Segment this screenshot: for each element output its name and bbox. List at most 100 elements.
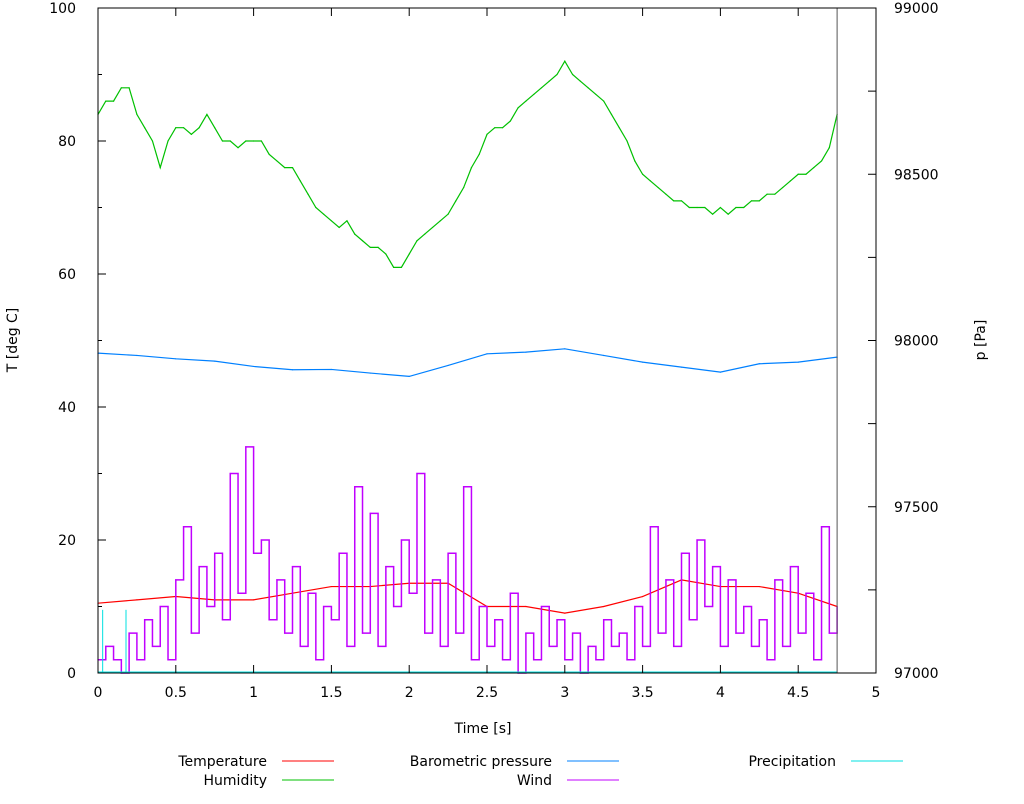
- series-wind-point: [175, 579, 177, 581]
- series-humidity-point: [470, 167, 473, 169]
- series-humidity-point: [758, 200, 760, 202]
- series-wind-point: [564, 659, 566, 661]
- series-humidity-point: [229, 140, 231, 142]
- y-tick-label: 40: [58, 400, 76, 416]
- series-barometric-pressure-point: [369, 372, 371, 374]
- series-barometric-pressure-point: [564, 348, 566, 350]
- series-wind-point: [680, 552, 683, 554]
- series-humidity: [97, 60, 838, 268]
- series-wind-point: [533, 659, 535, 661]
- series-humidity-point: [120, 87, 122, 89]
- series-wind-point: [727, 579, 729, 581]
- series-wind-point: [128, 632, 130, 634]
- series-wind-point: [307, 592, 309, 594]
- series-humidity-point: [431, 226, 434, 229]
- series-humidity-point: [167, 140, 169, 142]
- series-humidity-point: [820, 160, 823, 162]
- series-humidity-point: [455, 200, 457, 202]
- series-humidity-point: [307, 193, 309, 195]
- series-humidity-point: [276, 160, 278, 162]
- series-wind-point: [221, 619, 224, 621]
- legend: Temperature Humidity Barometric pressure Wi…: [177, 754, 903, 789]
- series-wind-point: [556, 619, 558, 621]
- series-humidity-point: [354, 233, 356, 235]
- series-wind-point: [338, 552, 340, 554]
- series-wind-point: [642, 645, 644, 648]
- x-tick-label: 0.5: [165, 685, 187, 701]
- y-axis-label: T [deg C]: [5, 308, 21, 374]
- series-humidity-point: [750, 200, 753, 202]
- series-wind-point: [198, 566, 200, 568]
- series-humidity-point: [642, 173, 644, 175]
- series-barometric-pressure-point: [797, 361, 799, 363]
- series-humidity-point: [291, 167, 294, 169]
- series-barometric-pressure-point: [291, 369, 294, 371]
- series-humidity-point: [136, 113, 138, 115]
- series-humidity-point: [797, 173, 799, 175]
- series-humidity-point: [112, 100, 115, 102]
- series-humidity-point: [680, 200, 683, 202]
- x-tick-label: 2.5: [476, 685, 498, 701]
- series-wind-point: [369, 512, 371, 515]
- series-wind-point: [618, 632, 620, 634]
- series-wind-point: [649, 526, 651, 528]
- series-wind-point: [610, 645, 613, 648]
- series-barometric-pressure-point: [642, 361, 644, 363]
- series-temperature-point: [603, 605, 605, 608]
- y-tick-label: 80: [58, 134, 76, 150]
- series-wind-point: [253, 552, 255, 554]
- series-humidity-point: [610, 113, 613, 115]
- series-humidity-point: [634, 160, 636, 162]
- series-wind-point: [595, 659, 597, 661]
- x-tick-label: 1.5: [320, 685, 342, 701]
- series-temperature-point: [564, 612, 566, 614]
- plot-lines: [97, 8, 838, 674]
- series-humidity-point: [198, 127, 200, 129]
- series-humidity-point: [618, 127, 620, 129]
- series-wind-point: [665, 579, 667, 581]
- series-humidity-point: [813, 167, 815, 169]
- series-humidity-point: [408, 253, 410, 255]
- series-humidity-point: [175, 127, 177, 129]
- y2-tick-label: 98000: [894, 334, 939, 350]
- series-wind-point: [704, 605, 706, 608]
- series-wind-point: [626, 659, 628, 661]
- series-wind-point: [159, 605, 161, 608]
- series-humidity-point: [774, 193, 776, 195]
- series-humidity-point: [424, 233, 426, 235]
- series-wind-point: [284, 632, 286, 634]
- series-humidity-point: [556, 73, 558, 76]
- series-wind-point: [112, 659, 115, 661]
- series-humidity-point: [649, 180, 651, 182]
- series-wind-point: [214, 552, 216, 554]
- series-wind-point: [797, 632, 799, 634]
- series-humidity-point: [533, 93, 535, 96]
- series-humidity-point: [743, 206, 745, 209]
- series-wind-point: [431, 579, 434, 581]
- series-wind-point: [424, 632, 426, 634]
- series-wind-point: [712, 566, 714, 568]
- series-wind-point: [182, 526, 185, 528]
- series-wind-point: [408, 592, 410, 594]
- series-humidity-point: [105, 100, 107, 102]
- series-humidity-point: [330, 220, 332, 222]
- series-wind-point: [136, 659, 138, 661]
- series-wind-point: [361, 632, 364, 634]
- series-humidity-point: [828, 147, 830, 149]
- series-wind-point: [571, 632, 574, 634]
- y-tick-label: 100: [49, 1, 76, 17]
- series-wind-point: [758, 619, 760, 621]
- x-tick-label: 1: [249, 685, 258, 701]
- series-wind-point: [548, 645, 550, 648]
- y2-axis-label: p [Pa]: [973, 320, 989, 361]
- x-tick-label: 0: [94, 685, 103, 701]
- series-humidity-point: [486, 133, 488, 135]
- series-wind-point: [657, 632, 659, 634]
- series-humidity-point: [540, 87, 543, 89]
- axes: 0 0.5 1 1.5 2 2.5 3 3.5 4 4.5 5 0 20 40 60 80 100 97000 97…: [49, 1, 938, 701]
- series-humidity-point: [385, 253, 387, 255]
- series-temperature-point: [136, 599, 138, 601]
- series-humidity-point: [463, 186, 465, 189]
- series-humidity-point: [719, 206, 722, 209]
- series-humidity-point: [151, 140, 154, 142]
